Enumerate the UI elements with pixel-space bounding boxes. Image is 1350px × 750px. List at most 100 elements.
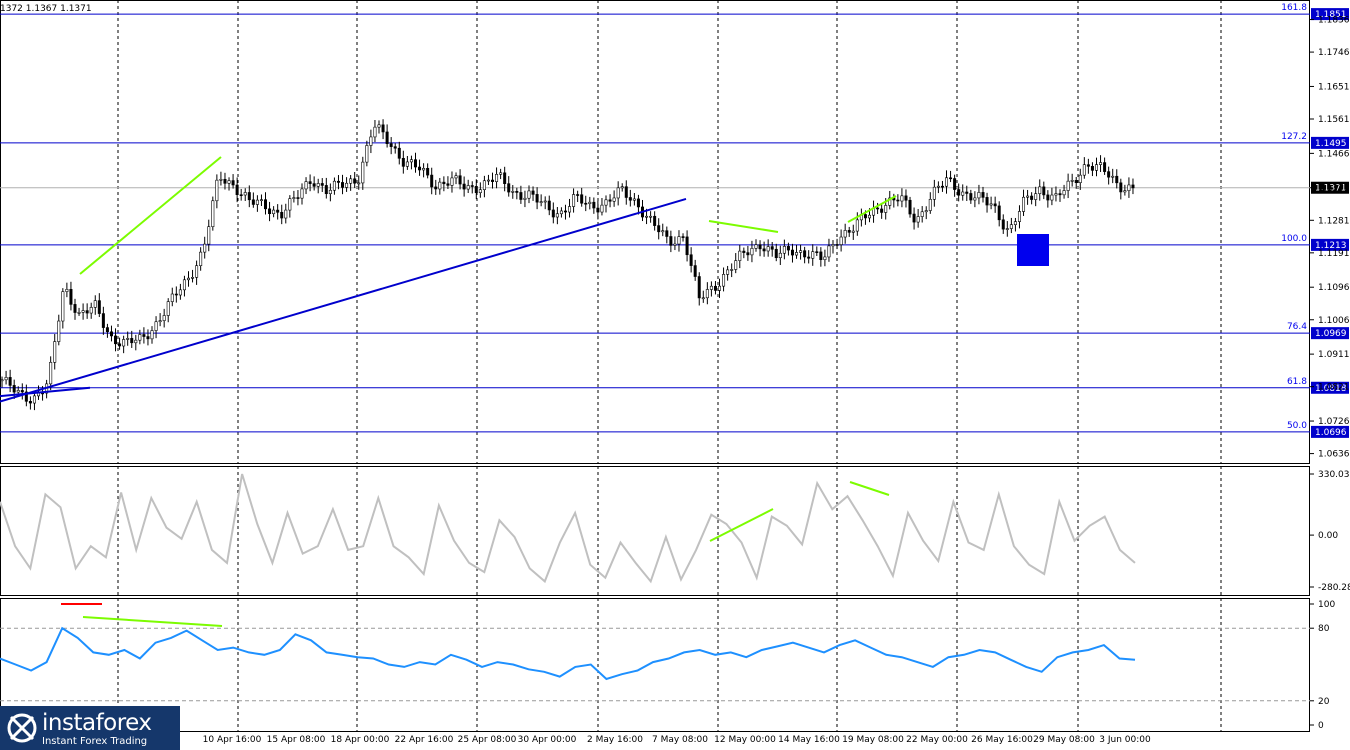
- candle-body: [576, 194, 580, 196]
- signal-box: [1017, 234, 1049, 266]
- candle-body: [1066, 180, 1070, 191]
- candle-body: [620, 186, 624, 189]
- candle-body: [438, 181, 442, 190]
- candle-body: [685, 236, 689, 256]
- price-tick-label: 1.1096: [1318, 283, 1350, 293]
- candle-body: [782, 246, 786, 254]
- candle-body: [730, 269, 734, 271]
- osc1-tick-label: 330.0361: [1318, 470, 1350, 480]
- candle-body: [8, 377, 12, 386]
- candle-body: [405, 161, 409, 167]
- current-price-label: 1.1371: [1315, 184, 1347, 194]
- candle-body: [912, 213, 916, 223]
- candle-body: [20, 390, 24, 393]
- candle-body: [336, 180, 340, 183]
- candle-body: [332, 180, 336, 191]
- candle-body: [1005, 228, 1009, 230]
- candle-body: [1042, 186, 1046, 196]
- time-tick-label: 25 Apr 08:00: [458, 735, 517, 745]
- candle-body: [839, 236, 843, 245]
- time-tick-label: 10 Apr 16:00: [203, 735, 262, 745]
- candle-body: [535, 194, 539, 203]
- candle-body: [178, 289, 182, 296]
- candle-body: [1123, 190, 1127, 193]
- candle-body: [1074, 180, 1078, 183]
- time-tick-label: 14 May 16:00: [778, 735, 840, 745]
- candle-body: [1062, 190, 1066, 196]
- fib-price-box: [1311, 238, 1349, 251]
- candle-body: [130, 338, 134, 344]
- candle-body: [632, 198, 636, 201]
- candle-body: [1082, 164, 1086, 176]
- candle-body: [174, 293, 178, 296]
- candle-body: [673, 243, 677, 246]
- overlay-lines: [0, 156, 1049, 403]
- candle-body: [118, 343, 122, 347]
- candle-body: [993, 203, 997, 207]
- short-trendline: [0, 386, 91, 398]
- candle-body: [454, 175, 458, 179]
- price-tick-label: 1.1746: [1318, 48, 1350, 58]
- candle-body: [559, 210, 563, 215]
- candle-body: [523, 197, 527, 200]
- candle-body: [1107, 171, 1111, 178]
- candle-body: [207, 226, 211, 245]
- candle-body: [182, 279, 186, 291]
- candle-body: [146, 336, 150, 340]
- candle-body: [689, 254, 693, 266]
- price-tick-label: 1.1836: [1318, 16, 1350, 26]
- candle-body: [1058, 193, 1062, 196]
- candle-body: [604, 199, 608, 206]
- candle-body: [268, 208, 272, 215]
- candle-body: [247, 192, 251, 201]
- time-tick-label: 12 May 00:00: [714, 735, 776, 745]
- candle-body: [612, 197, 616, 202]
- candle-body: [255, 199, 259, 205]
- candle-body: [588, 201, 592, 204]
- fib-price-label: 1.0818: [1315, 384, 1347, 394]
- candle-body: [1103, 162, 1107, 172]
- candle-body: [142, 334, 146, 337]
- price-candles: [0, 119, 1135, 411]
- candle-body: [203, 243, 207, 253]
- candle-body: [1131, 184, 1135, 189]
- candle-body: [989, 203, 993, 206]
- candle-body: [904, 195, 908, 201]
- candle-body: [474, 186, 478, 194]
- candle-body: [843, 230, 847, 238]
- candle-body: [486, 179, 490, 182]
- fib-level-label: 76.4: [1287, 322, 1307, 332]
- oscillator-2-line: [0, 626, 1136, 681]
- candle-body: [515, 191, 519, 193]
- candle-body: [243, 192, 247, 196]
- time-tick-label: 19 May 08:00: [842, 735, 904, 745]
- fib-price-label: 1.1213: [1315, 241, 1347, 251]
- candle-body: [1111, 175, 1115, 178]
- candle-body: [105, 327, 109, 333]
- candle-body: [211, 200, 215, 228]
- candle-body: [77, 312, 81, 314]
- candle-body: [503, 172, 507, 184]
- fib-price-label: 1.1851: [1315, 10, 1347, 20]
- candle-body: [511, 191, 515, 193]
- pane-2: [0, 466, 1310, 596]
- candle-body: [426, 168, 430, 176]
- osc2-tick-label: 80: [1318, 624, 1330, 634]
- candle-body: [491, 179, 495, 182]
- candle-body: [1127, 184, 1131, 191]
- osc1-tick-label: -280.2849: [1318, 583, 1350, 593]
- candle-body: [89, 307, 93, 314]
- candle-body: [507, 183, 511, 193]
- candle-body: [320, 183, 324, 186]
- candle-body: [430, 174, 434, 188]
- candle-body: [296, 197, 300, 199]
- candle-body: [32, 395, 36, 404]
- fib-price-box: [1311, 327, 1349, 340]
- candle-body: [961, 191, 965, 196]
- time-tick-label: 2 May 16:00: [587, 735, 643, 745]
- candle-body: [227, 180, 231, 184]
- time-tick-label: 29 May 08:00: [1033, 735, 1095, 745]
- candle-body: [701, 297, 705, 300]
- candle-body: [345, 182, 349, 188]
